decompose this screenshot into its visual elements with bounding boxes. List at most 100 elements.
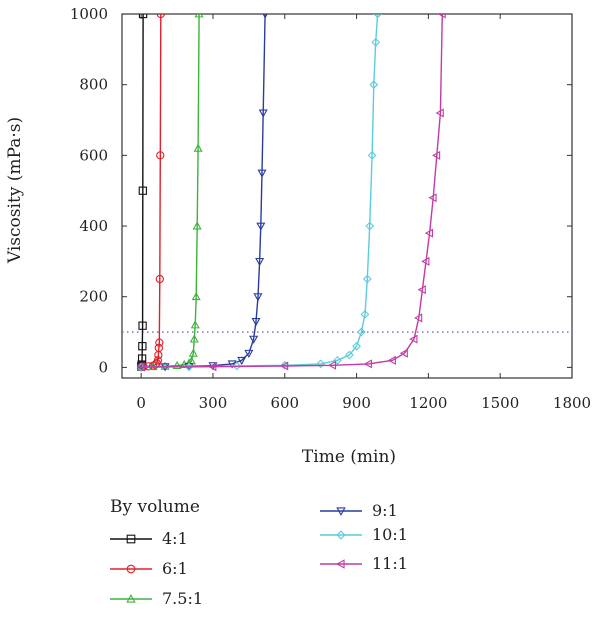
series-line — [141, 14, 162, 368]
data-point — [437, 14, 446, 19]
data-point — [336, 507, 346, 516]
legend-label: 4:1 — [162, 529, 188, 548]
series-6:1 — [136, 14, 165, 372]
y-tick-label: 600 — [79, 146, 108, 164]
plot-border — [121, 13, 573, 379]
legend-item: 9:1 — [320, 501, 398, 520]
data-point — [188, 348, 198, 357]
data-point — [432, 150, 441, 160]
x-tick-label: 600 — [270, 394, 299, 412]
legend-item: 7.5:1 — [110, 589, 203, 608]
legend-label: 6:1 — [162, 559, 188, 578]
legend-label: 7.5:1 — [162, 589, 203, 608]
data-point — [189, 334, 199, 343]
data-point — [137, 354, 147, 363]
series-9:1 — [136, 14, 268, 372]
data-point — [327, 360, 337, 370]
legend-item: 10:1 — [320, 525, 408, 544]
data-point — [154, 343, 164, 353]
axes-layer: 0 300 600 900 1200 1500 1800 0 200 400 600 800 1000 — [70, 5, 591, 412]
legend-item: 4:1 — [110, 529, 188, 548]
series-11:1 — [136, 14, 446, 372]
data-point — [409, 334, 418, 344]
series-layer — [136, 14, 446, 372]
legend-label: 11:1 — [372, 554, 408, 573]
data-point — [251, 318, 261, 327]
x-tick-label: 1800 — [553, 394, 591, 412]
data-point — [138, 321, 147, 330]
x-tick-label: 1200 — [409, 394, 447, 412]
series-line — [141, 14, 379, 368]
data-point — [421, 256, 430, 266]
data-point — [227, 360, 237, 369]
data-point — [356, 327, 366, 337]
data-point — [424, 228, 434, 238]
x-tick-label: 900 — [342, 394, 371, 412]
series-line — [140, 14, 144, 367]
data-point — [435, 108, 444, 118]
legend: By volume 4:1 6:1 7.5:1 9:1 10:1 11:1 — [110, 497, 408, 608]
series-10:1 — [136, 14, 383, 372]
legend-item: 11:1 — [320, 554, 408, 573]
data-point — [373, 14, 383, 19]
data-point — [249, 335, 259, 344]
y-tick-label: 800 — [79, 76, 108, 94]
data-point — [232, 361, 242, 371]
y-tick-label: 0 — [98, 358, 108, 376]
x-tick-label: 1500 — [481, 394, 519, 412]
data-point — [257, 169, 267, 178]
y-tick-label: 400 — [79, 217, 108, 235]
data-point — [316, 359, 326, 369]
series-7.5:1 — [136, 14, 204, 371]
data-point — [333, 355, 342, 365]
data-point — [336, 559, 345, 569]
x-axis-title: Time (min) — [302, 447, 396, 467]
data-point — [156, 151, 165, 160]
data-point — [363, 359, 372, 369]
data-point — [153, 356, 163, 365]
legend-title: By volume — [110, 497, 200, 517]
data-point — [244, 349, 254, 358]
data-point — [369, 80, 379, 90]
data-point — [138, 342, 147, 351]
data-point — [387, 355, 396, 365]
data-point — [237, 356, 247, 366]
data-point — [262, 14, 268, 19]
data-point — [258, 109, 268, 118]
data-point — [362, 274, 372, 284]
y-axis-title: Viscosity (mPa·s) — [5, 117, 25, 264]
data-point — [256, 222, 266, 231]
data-point — [365, 221, 375, 231]
data-point — [138, 186, 147, 195]
data-point — [126, 534, 136, 544]
series-line — [141, 14, 443, 368]
data-point — [138, 14, 148, 19]
data-point — [156, 14, 165, 19]
plot-frame — [121, 13, 573, 379]
legend-label: 9:1 — [372, 501, 398, 520]
series-line — [141, 14, 200, 368]
y-tick-label: 200 — [79, 288, 108, 306]
data-point — [280, 361, 289, 371]
data-point — [336, 530, 346, 540]
data-point — [414, 313, 423, 323]
data-point — [255, 257, 265, 267]
data-point — [155, 338, 164, 347]
y-tick-label: 1000 — [70, 5, 108, 23]
data-point — [208, 362, 217, 372]
data-point — [360, 310, 370, 319]
data-point — [428, 193, 437, 203]
data-point — [184, 362, 194, 372]
data-point — [126, 594, 136, 603]
data-point — [371, 37, 381, 47]
legend-item: 6:1 — [110, 559, 188, 578]
data-point — [399, 348, 408, 358]
data-point — [367, 150, 377, 160]
data-point — [194, 14, 204, 18]
data-point — [155, 274, 164, 284]
data-point — [172, 360, 182, 370]
data-point — [191, 291, 201, 301]
x-tick-label: 0 — [136, 394, 146, 412]
data-point — [253, 293, 263, 302]
